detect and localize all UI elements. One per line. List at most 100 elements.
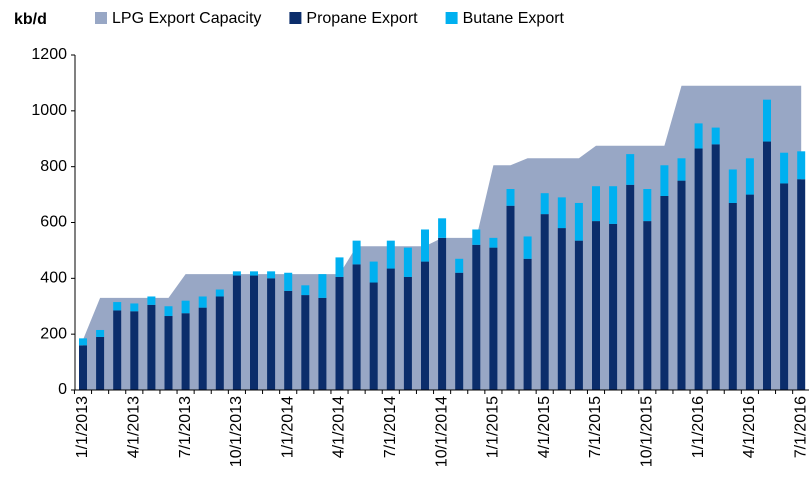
bar xyxy=(728,202,737,390)
legend-swatch xyxy=(289,12,302,24)
bar xyxy=(472,244,481,390)
y-tick-label: 1200 xyxy=(31,46,67,63)
legend-swatch xyxy=(95,12,107,24)
bar xyxy=(438,237,447,390)
x-tick-label: 7/1/2013 xyxy=(177,396,194,458)
y-tick-label: 1000 xyxy=(31,102,67,119)
x-tick-label: 1/1/2015 xyxy=(485,396,502,458)
bar xyxy=(318,297,327,390)
bar xyxy=(301,285,310,296)
bar xyxy=(267,278,276,390)
bar xyxy=(232,275,241,390)
bar xyxy=(113,302,122,311)
x-tick-label: 7/1/2016 xyxy=(792,396,809,458)
bar xyxy=(540,193,549,215)
bar xyxy=(592,186,600,222)
bar xyxy=(626,154,635,185)
bar xyxy=(267,271,276,279)
bar xyxy=(386,240,395,269)
legend-label: Butane Export xyxy=(463,10,565,27)
y-tick-label: 600 xyxy=(40,214,67,231)
x-tick-label: 4/1/2015 xyxy=(536,396,553,458)
bar xyxy=(438,218,447,238)
bar xyxy=(130,311,139,390)
bar xyxy=(643,189,652,222)
bar xyxy=(403,276,412,390)
x-tick-label: 7/1/2015 xyxy=(587,396,604,458)
bar xyxy=(557,228,566,390)
bar xyxy=(745,158,754,195)
bar xyxy=(574,240,583,390)
x-tick-label: 10/1/2013 xyxy=(228,396,245,467)
bar xyxy=(609,186,618,224)
bar xyxy=(421,229,429,262)
bar xyxy=(284,272,293,291)
bar xyxy=(130,303,139,312)
bar xyxy=(352,240,361,265)
bar xyxy=(694,148,703,390)
bar xyxy=(797,179,806,390)
bar xyxy=(711,144,720,390)
bar xyxy=(592,221,600,390)
bar xyxy=(335,276,344,390)
bar xyxy=(369,261,378,283)
bar xyxy=(523,236,532,259)
bar xyxy=(540,214,549,390)
bar xyxy=(745,194,754,390)
bar xyxy=(301,295,310,390)
bar xyxy=(198,296,207,308)
bar xyxy=(557,197,566,229)
bar xyxy=(711,127,720,145)
bar xyxy=(181,313,190,390)
bar xyxy=(215,296,224,390)
bar xyxy=(677,158,686,181)
bar xyxy=(780,183,789,390)
bar xyxy=(198,307,207,390)
x-tick-label: 4/1/2013 xyxy=(126,396,143,458)
x-tick-label: 1/1/2013 xyxy=(74,396,91,458)
bar xyxy=(352,264,361,390)
bar xyxy=(643,221,652,390)
bar xyxy=(215,289,224,297)
bar xyxy=(369,282,378,390)
bar xyxy=(506,189,515,206)
legend-swatch xyxy=(445,12,458,24)
bar xyxy=(284,290,293,390)
bar xyxy=(455,272,464,390)
bar xyxy=(780,152,789,184)
bar xyxy=(96,336,105,390)
bar xyxy=(113,310,122,390)
x-tick-label: 7/1/2014 xyxy=(382,396,399,458)
bar xyxy=(386,268,395,390)
y-tick-label: 400 xyxy=(40,270,67,287)
bar xyxy=(232,271,241,276)
y-tick-label: 800 xyxy=(40,158,67,175)
bar xyxy=(96,329,105,337)
bar xyxy=(506,205,515,390)
bar xyxy=(797,151,806,180)
bar xyxy=(164,316,173,390)
y-tick-label: 0 xyxy=(58,381,67,398)
y-tick-label: 200 xyxy=(40,325,67,342)
bar xyxy=(677,180,686,390)
bar xyxy=(472,229,481,245)
capacity-area xyxy=(83,85,802,390)
x-tick-label: 1/1/2016 xyxy=(690,396,707,458)
bar xyxy=(489,247,498,390)
bar xyxy=(728,169,737,203)
bar xyxy=(250,271,258,276)
bar xyxy=(660,195,669,390)
bar xyxy=(181,300,190,314)
y-axis-label: kb/d xyxy=(14,11,47,28)
bar xyxy=(403,247,412,277)
bar xyxy=(626,184,635,390)
bar xyxy=(250,275,258,390)
bar xyxy=(763,141,771,390)
x-tick-label: 10/1/2015 xyxy=(639,396,656,467)
bar xyxy=(694,123,703,149)
bar xyxy=(455,258,464,273)
bar xyxy=(318,274,327,298)
x-tick-label: 1/1/2014 xyxy=(279,396,296,458)
bar xyxy=(523,258,532,390)
